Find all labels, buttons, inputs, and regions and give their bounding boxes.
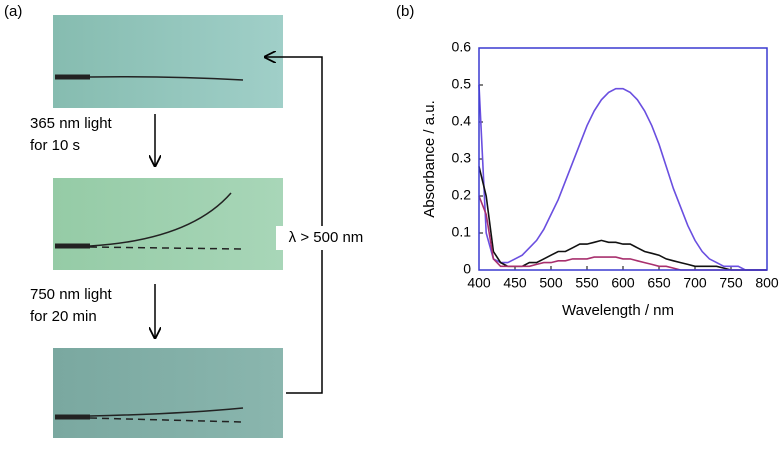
y-tick-label: 0.4 <box>452 113 472 129</box>
x-tick-label: 650 <box>647 275 671 291</box>
x-tick-label: 550 <box>575 275 599 291</box>
x-tick-label: 450 <box>503 275 527 291</box>
x-tick-label: 500 <box>539 275 563 291</box>
plot-frame <box>478 47 768 271</box>
photo <box>53 15 283 108</box>
step-text: 750 nm light <box>30 286 113 303</box>
return-label: λ > 500 nm <box>289 229 364 246</box>
x-tick-label: 800 <box>755 275 779 291</box>
y-tick-label: 0 <box>463 261 471 277</box>
x-axis-label: Wavelength / nm <box>562 302 674 319</box>
photo <box>53 178 283 270</box>
y-tick-label: 0.6 <box>452 39 472 55</box>
y-tick-label: 0.1 <box>452 224 472 240</box>
spectrum-line <box>478 84 767 271</box>
y-tick-label: 0.2 <box>452 187 472 203</box>
step-text: 365 nm light <box>30 115 113 132</box>
panel-label: (a) <box>4 3 22 20</box>
step-text: for 20 min <box>30 308 97 325</box>
step-text: for 10 s <box>30 137 80 154</box>
panel-label: (b) <box>396 3 414 20</box>
spectrum-line <box>478 195 767 271</box>
y-tick-label: 0.5 <box>452 76 472 92</box>
y-tick-label: 0.3 <box>452 150 472 166</box>
x-tick-label: 600 <box>611 275 635 291</box>
x-tick-label: 400 <box>467 275 491 291</box>
y-axis-label: Absorbance / a.u. <box>421 100 438 218</box>
label-bg <box>276 226 376 250</box>
x-tick-label: 750 <box>719 275 743 291</box>
spectrum-line <box>478 166 767 271</box>
photo <box>53 348 283 438</box>
return-arrow <box>265 57 323 394</box>
x-tick-label: 700 <box>683 275 707 291</box>
